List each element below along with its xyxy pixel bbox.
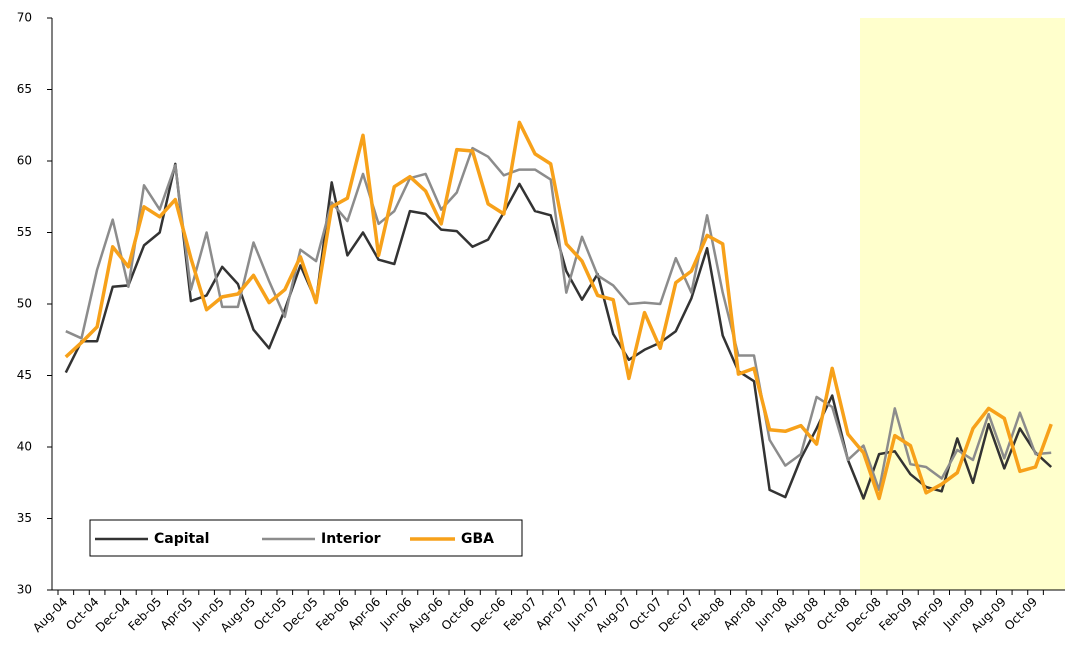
x-tick-label: Apr-06 (345, 595, 383, 633)
x-tick-label: Feb-05 (125, 595, 164, 634)
x-tick-label: Apr-08 (721, 595, 759, 633)
y-tick-label: 50 (17, 297, 32, 311)
y-tick-label: 55 (17, 225, 32, 239)
x-tick-label: Dec-04 (93, 595, 133, 635)
x-tick-label: Dec-07 (656, 595, 696, 635)
x-tick-label: Aug-07 (593, 595, 633, 635)
y-tick-label: 35 (17, 511, 32, 525)
x-tick-label: Feb-09 (876, 595, 915, 634)
y-tick-label: 40 (17, 440, 32, 454)
y-tick-label: 45 (17, 368, 32, 382)
x-tick-label: Aug-06 (405, 595, 445, 635)
x-tick-label: Aug-05 (218, 595, 258, 635)
x-tick-label: Feb-06 (313, 595, 352, 634)
x-tick-label: Aug-04 (30, 595, 70, 635)
x-tick-label: Apr-09 (908, 595, 946, 633)
series-line (64, 120, 1053, 501)
y-tick-label: 65 (17, 82, 32, 96)
legend-label: Capital (154, 531, 209, 547)
x-tick-label: Aug-08 (781, 595, 821, 635)
legend-label: Interior (321, 531, 381, 547)
series-line (65, 146, 1052, 492)
x-tick-label: Oct-09 (1002, 595, 1040, 633)
x-tick-label: Feb-08 (689, 595, 728, 634)
x-tick-label: Apr-07 (533, 595, 571, 633)
x-tick-label: Dec-05 (280, 595, 320, 635)
x-tick-label: Aug-09 (969, 595, 1009, 635)
legend: Capital Interior GBA (89, 519, 523, 557)
x-tick-label: Dec-08 (844, 595, 884, 635)
x-tick-label: Dec-06 (468, 595, 508, 635)
y-tick-label: 60 (17, 154, 32, 168)
y-tick-label: 70 (17, 11, 32, 25)
y-tick-label: 30 (17, 583, 32, 597)
legend-label: GBA (461, 531, 494, 547)
x-tick-label: Feb-07 (501, 595, 540, 634)
x-tick-label: Apr-05 (158, 595, 196, 633)
highlight-region (860, 18, 1065, 590)
